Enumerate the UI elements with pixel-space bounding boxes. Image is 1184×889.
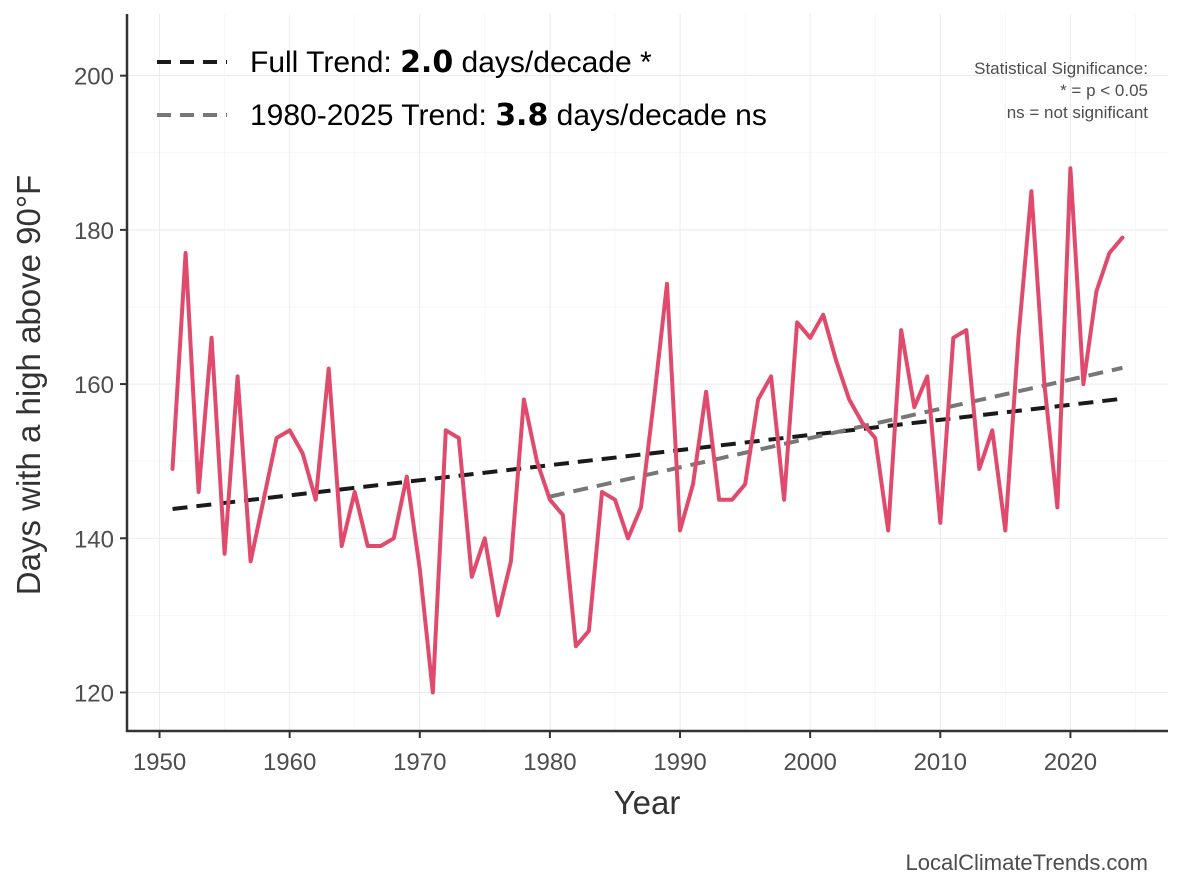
x-axis-title: Year bbox=[614, 784, 681, 821]
y-axis-title: Days with a high above 90°F bbox=[10, 175, 47, 595]
x-tick-label: 2010 bbox=[914, 749, 967, 776]
x-tick-label: 1950 bbox=[133, 749, 186, 776]
x-tick-label: 2000 bbox=[783, 749, 836, 776]
full-trend-line bbox=[172, 396, 1123, 511]
y-tick-label: 120 bbox=[74, 680, 114, 707]
x-tick-label: 1990 bbox=[653, 749, 706, 776]
legend-full-trend-value: 2.0 bbox=[400, 45, 453, 80]
y-axis-ticks: 120 140 160 180 200 bbox=[74, 64, 127, 707]
significance-note: Statistical Significance: * = p < 0.05 n… bbox=[974, 59, 1148, 122]
y-tick-label: 140 bbox=[74, 526, 114, 553]
legend-recent-trend-suffix: days/decade ns bbox=[548, 99, 766, 132]
y-tick-label: 160 bbox=[74, 372, 114, 399]
credit-text: LocalClimateTrends.com bbox=[906, 850, 1149, 875]
series-line bbox=[170, 166, 1125, 695]
significance-note-ns: ns = not significant bbox=[1007, 103, 1149, 122]
legend-recent-trend-value: 3.8 bbox=[495, 98, 548, 133]
legend-recent-trend-prefix: 1980-2025 Trend: bbox=[250, 99, 495, 132]
legend-full-trend-prefix: Full Trend: bbox=[250, 46, 400, 79]
significance-note-star: * = p < 0.05 bbox=[1060, 81, 1148, 100]
grid bbox=[127, 14, 1168, 731]
legend-label-recent-trend: 1980-2025 Trend: 3.8 days/decade ns bbox=[250, 98, 767, 133]
x-tick-label: 2020 bbox=[1044, 749, 1097, 776]
x-tick-label: 1980 bbox=[523, 749, 576, 776]
legend-full-trend-suffix: days/decade * bbox=[453, 46, 652, 79]
axes bbox=[125, 14, 1168, 733]
significance-note-title: Statistical Significance: bbox=[974, 59, 1148, 78]
x-axis-ticks: 1950 1960 1970 1980 1990 2000 2010 2020 bbox=[133, 731, 1097, 776]
x-tick-label: 1970 bbox=[393, 749, 446, 776]
y-tick-label: 180 bbox=[74, 218, 114, 245]
series-lines bbox=[170, 166, 1125, 695]
x-tick-label: 1960 bbox=[263, 749, 316, 776]
legend-label-full-trend: Full Trend: 2.0 days/decade * bbox=[250, 45, 652, 80]
legend: Full Trend: 2.0 days/decade * 1980-2025 … bbox=[157, 45, 767, 133]
y-tick-label: 200 bbox=[74, 64, 114, 91]
